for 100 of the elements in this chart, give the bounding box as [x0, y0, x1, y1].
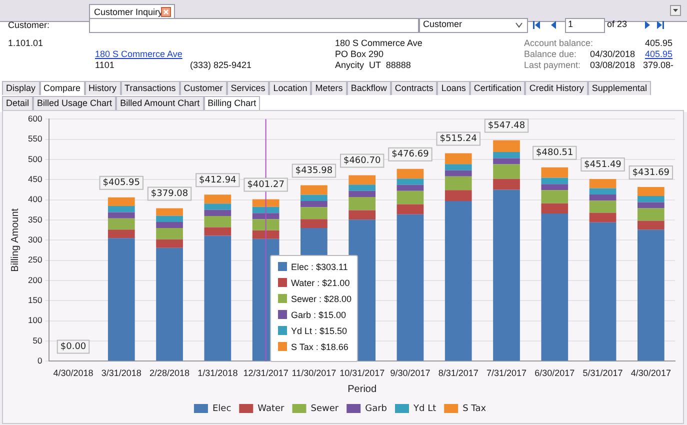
text: 1101: [95, 60, 114, 71]
text: Billed Usage Chart: [33, 96, 116, 110]
text: PO Box 290: [335, 49, 384, 60]
bar: [396, 214, 424, 361]
bar: [204, 216, 232, 228]
text: Account balance:: [524, 38, 594, 49]
text: Customer:: [8, 20, 50, 31]
text: Backflow: [346, 81, 391, 95]
bar: [156, 216, 183, 222]
total-label: $547.48: [488, 121, 526, 132]
text: 180 S Commerce Ave: [95, 49, 182, 60]
text: 03/08/2018: [590, 60, 636, 71]
y-tick-label: 350: [28, 214, 42, 224]
annotation: Yd Lt : $15.50: [290, 326, 348, 337]
bar: [541, 184, 568, 190]
x-tick-label: 9/30/2017: [390, 368, 430, 378]
bar: [348, 184, 376, 191]
bar: [589, 188, 616, 195]
total-label: $515.24: [440, 134, 478, 144]
y-axis-title: Billing Amount: [10, 208, 21, 272]
bar: [108, 218, 135, 230]
bar: [589, 179, 616, 188]
total-label: $435.98: [295, 166, 333, 176]
x-tick-label: 4/30/2018: [53, 368, 94, 378]
annotation: Garb : $15.00: [290, 310, 346, 321]
total-label: $451.49: [584, 160, 622, 170]
total-label: $0.00: [60, 342, 86, 352]
bar: [348, 190, 376, 197]
x-tick-label: 11/30/2017: [292, 368, 336, 378]
bar: [300, 201, 328, 208]
x-tick-label: 2/28/2018: [150, 368, 190, 378]
bar: [204, 194, 232, 204]
bar: [493, 164, 520, 179]
x-tick-label: 8/31/2017: [438, 368, 478, 378]
annotation: S Tax : $18.66: [290, 342, 348, 353]
bar: [638, 202, 664, 208]
y-tick-label: 300: [28, 234, 42, 244]
bar: [493, 152, 520, 158]
bar: [396, 184, 424, 191]
bar: [348, 196, 376, 210]
bar: [252, 206, 280, 214]
y-tick-label: 500: [28, 154, 42, 164]
text: 405.95: [645, 49, 673, 60]
x-tick-label: 6/30/2017: [534, 368, 575, 378]
total-label: $405.95: [102, 178, 140, 188]
total-label: $431.69: [632, 168, 670, 178]
bar: [589, 200, 616, 213]
legend-label: Elec: [212, 404, 232, 414]
bar: [108, 230, 135, 238]
bar: [444, 190, 472, 202]
text: Display: [2, 81, 40, 95]
bar: [108, 206, 135, 212]
bar: [444, 176, 472, 190]
y-tick-label: 600: [28, 113, 42, 124]
bar: [348, 210, 376, 220]
text: 1.101.01: [8, 38, 44, 49]
total-label: $480.51: [536, 148, 574, 158]
y-tick-label: 400: [28, 194, 42, 204]
bar: [156, 228, 183, 240]
bar: [300, 207, 328, 220]
bar: [156, 239, 183, 248]
bar: [300, 194, 328, 202]
text: 405.95: [645, 38, 673, 49]
x-axis-title: Period: [348, 384, 377, 395]
text: Customer: [423, 19, 462, 30]
text: Customer: [180, 81, 227, 95]
text: Contracts: [390, 81, 438, 95]
text: Last payment:: [524, 60, 581, 71]
bar: [493, 140, 520, 152]
bar: [156, 222, 183, 228]
bar: [589, 194, 616, 201]
text: Services: [226, 81, 270, 95]
bar: [444, 164, 472, 170]
bar: [589, 222, 616, 361]
bar: [444, 201, 472, 361]
annotation: Sewer : $28.00: [290, 294, 352, 305]
text: History: [84, 81, 121, 95]
bar: [108, 238, 135, 361]
bar: [541, 167, 568, 178]
legend-label: Garb: [365, 404, 388, 414]
y-tick-label: 100: [28, 315, 42, 326]
text: Anycity UT 88888: [335, 60, 411, 71]
text: Billed Amount Chart: [116, 96, 204, 110]
bar: [252, 230, 280, 239]
bar: [348, 175, 376, 185]
bar: [541, 203, 568, 214]
total-label: $476.69: [392, 150, 430, 160]
bar: [396, 168, 424, 179]
bar: [204, 236, 232, 361]
x-tick-label: 3/31/2018: [101, 368, 142, 378]
total-label: $460.70: [343, 156, 381, 166]
bar: [396, 204, 424, 214]
text: Transactions: [120, 81, 180, 95]
y-tick-label: 200: [28, 274, 42, 285]
annotation: Water : $21.00: [290, 278, 350, 289]
x-tick-label: 7/31/2017: [486, 368, 527, 378]
bar: [638, 208, 664, 221]
y-tick-label: 250: [28, 254, 42, 265]
bar: [541, 190, 568, 204]
y-tick-label: 550: [28, 134, 42, 144]
